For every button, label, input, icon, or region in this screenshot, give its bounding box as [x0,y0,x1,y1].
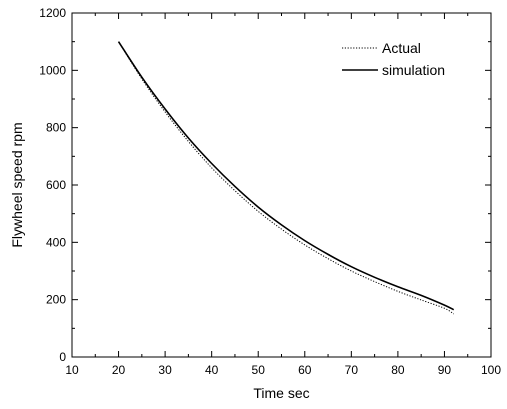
y-tick-label: 1000 [39,63,66,77]
y-tick-label: 1200 [39,6,66,20]
x-tick-label: 10 [65,363,79,377]
x-axis-title: Time sec [253,385,309,401]
x-tick-label: 90 [438,363,452,377]
x-tick-label: 60 [298,363,312,377]
x-tick-label: 40 [205,363,219,377]
x-tick-label: 70 [345,363,359,377]
legend-label-simulation: simulation [382,62,445,78]
x-tick-label: 50 [252,363,266,377]
y-tick-label: 800 [46,121,66,135]
plot-frame [71,12,492,358]
y-axis-title: Flywheel speed rpm [9,122,25,247]
x-tick-label: 20 [112,363,126,377]
legend-label-actual: Actual [382,40,421,56]
series-layer [117,41,455,315]
series-line-actual [118,41,455,315]
y-tick-label: 400 [46,235,66,249]
y-tick-label: 600 [46,178,66,192]
legend: Actual simulation [342,40,445,78]
x-tick-label: 100 [481,363,501,377]
x-tick-label: 30 [158,363,172,377]
x-tick-label: 80 [391,363,405,377]
y-tick-label: 200 [46,293,66,307]
series-line-simulation [117,41,455,311]
tick-layer: 10 20 30 40 50 60 70 80 90 1000200400600800100012… [39,6,501,377]
y-tick-label: 0 [59,350,66,364]
